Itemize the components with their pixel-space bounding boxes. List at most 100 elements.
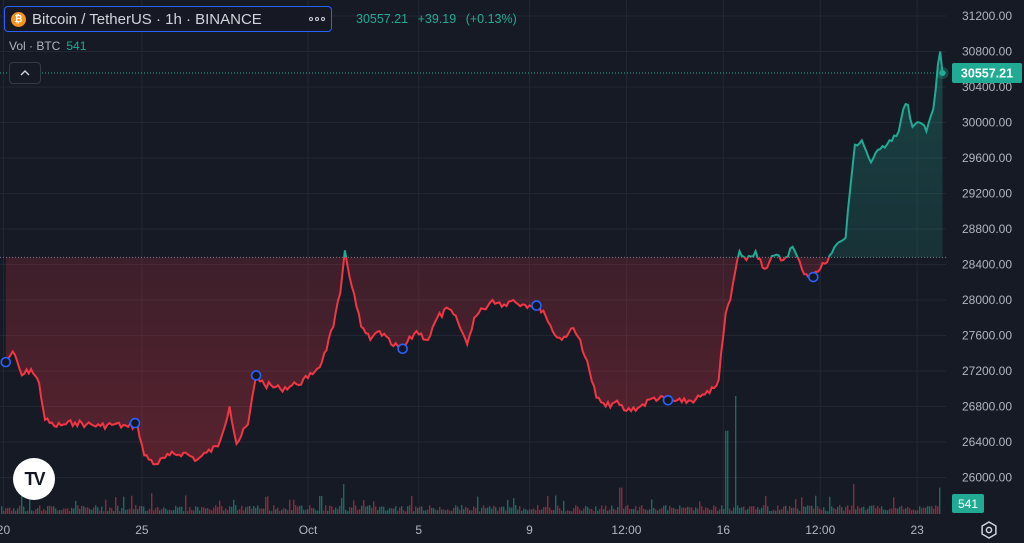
volume-bar [463, 509, 465, 514]
volume-bar [95, 505, 97, 514]
volume-bar [749, 506, 751, 514]
volume-bar [307, 509, 309, 514]
volume-bar [127, 509, 129, 514]
last-price-dot [939, 70, 946, 77]
volume-bar [335, 507, 337, 514]
volume-bar [495, 507, 497, 514]
volume-bar [579, 509, 581, 514]
volume-bar [669, 505, 671, 514]
volume-bar [439, 506, 441, 514]
event-marker[interactable] [397, 343, 408, 355]
volume-bar [879, 508, 881, 514]
volume-bar [29, 499, 31, 514]
volume-bar [197, 506, 199, 514]
settings-gear-icon[interactable] [979, 520, 999, 540]
x-tick-label: Oct [299, 523, 318, 537]
volume-bar [273, 505, 275, 514]
event-marker[interactable] [129, 417, 141, 429]
volume-bar [677, 509, 679, 514]
volume-bar [449, 510, 451, 514]
volume-bar [885, 509, 887, 514]
volume-bar [613, 508, 615, 514]
volume-bar [239, 509, 241, 514]
volume-bar [33, 511, 35, 514]
bitcoin-icon: ₿ [11, 11, 26, 27]
volume-bar [67, 508, 69, 514]
symbol-title[interactable]: Bitcoin / TetherUS · 1h · BINANCE [32, 10, 262, 28]
volume-bar [753, 506, 755, 514]
volume-bar [837, 506, 839, 514]
volume-bar [283, 507, 285, 514]
volume-bar [793, 507, 795, 514]
volume-bar [11, 510, 13, 514]
volume-bar [165, 508, 167, 514]
volume-legend[interactable]: Vol · BTC 541 [9, 39, 86, 53]
volume-bar [115, 497, 117, 514]
volume-bar [99, 510, 101, 514]
volume-bar [167, 510, 169, 514]
tradingview-logo[interactable]: TV [13, 458, 55, 500]
volume-bar [313, 508, 315, 514]
volume-bar [227, 510, 229, 514]
volume-bar [123, 496, 125, 514]
volume-bar [805, 506, 807, 514]
volume-bar [175, 505, 177, 514]
volume-bar [27, 510, 29, 514]
volume-bar [89, 508, 91, 514]
volume-bar [485, 508, 487, 514]
volume-bar [279, 510, 281, 514]
volume-bar [873, 505, 875, 514]
volume-bar [217, 507, 219, 514]
volume-bar [803, 506, 805, 514]
event-marker[interactable] [250, 370, 262, 381]
volume-bar [253, 505, 255, 514]
volume-bar [563, 500, 565, 514]
collapse-legend-button[interactable] [9, 62, 41, 84]
volume-bar [637, 510, 639, 514]
volume-bar [925, 507, 927, 514]
volume-bar [877, 506, 879, 514]
volume-bar [863, 506, 865, 514]
volume-bar [695, 507, 697, 514]
price-axis[interactable]: 26000.00 26400.00 26800.00 27200.00 27600.00… [952, 9, 1022, 513]
volume-bar [139, 506, 141, 514]
volume-bar [391, 508, 393, 514]
price-line-down [4, 257, 830, 466]
event-marker[interactable] [531, 300, 542, 311]
volume-bar [179, 506, 181, 514]
volume-bar [785, 505, 787, 514]
volume-bar [441, 509, 443, 514]
volume-bar [645, 509, 647, 514]
volume-bar [909, 508, 911, 514]
last-price-tag [952, 63, 1022, 84]
volume-bar [249, 505, 251, 514]
event-marker[interactable] [0, 356, 12, 368]
volume-bar [433, 508, 435, 514]
volume-bar [231, 506, 233, 514]
volume-bar [77, 505, 79, 514]
last-price: 30557.21 [356, 12, 409, 26]
volume-bar [287, 510, 289, 514]
volume-bar [201, 507, 203, 514]
volume-bar [125, 509, 127, 514]
volume-bar [247, 506, 249, 514]
volume-label: Vol · BTC [9, 39, 61, 53]
volume-bar [599, 509, 601, 514]
volume-bar [515, 505, 517, 514]
volume-bar [639, 506, 641, 514]
volume-bar [161, 509, 163, 514]
volume-bar [609, 509, 611, 514]
event-markers[interactable] [0, 271, 819, 429]
event-marker[interactable] [808, 271, 819, 283]
y-tick-label: 28400.00 [962, 258, 1012, 272]
event-marker[interactable] [662, 394, 674, 406]
volume-bar [117, 505, 119, 514]
time-axis[interactable]: 20 25 Oct 5 9 12:00 16 12:00 23 [0, 523, 924, 537]
symbol-legend[interactable]: ₿ Bitcoin / TetherUS · 1h · BINANCE [4, 6, 332, 32]
volume-bar [553, 510, 555, 514]
volume-bar [671, 507, 673, 514]
more-options-icon[interactable] [309, 17, 325, 21]
x-tick-label: 20 [0, 523, 10, 537]
chevron-up-icon [20, 70, 30, 76]
